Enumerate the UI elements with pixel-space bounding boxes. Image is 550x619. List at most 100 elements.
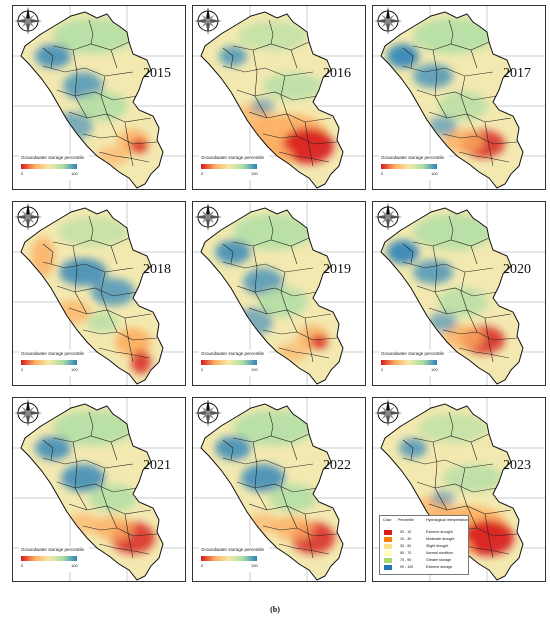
table-row: 50 - 70 Normal condition (380, 551, 468, 557)
legend-max-label: 100 (71, 171, 78, 176)
storage-region (387, 240, 419, 264)
department-border (304, 317, 314, 363)
storage-region (53, 410, 133, 446)
peru-map (373, 6, 545, 189)
department-border (124, 121, 134, 167)
department-border (432, 49, 448, 119)
category-label: Moderate drought (426, 537, 455, 541)
country-outline (20, 403, 164, 581)
department-border (470, 441, 478, 461)
year-label: 2018 (143, 262, 171, 277)
north-arrow-icon (374, 203, 402, 231)
percentile-legend: Groundwater storage percentile 0 100 (19, 154, 89, 180)
storage-region (131, 350, 151, 374)
storage-region (233, 214, 313, 250)
percentile-legend: Groundwater storage percentile 0 100 (19, 350, 89, 376)
country-outline (20, 207, 164, 385)
department-border (88, 411, 94, 437)
category-label: Slight drought (426, 544, 449, 548)
department-border (42, 439, 54, 461)
department-border (402, 439, 414, 461)
storage-region (438, 287, 488, 317)
storage-region (97, 146, 129, 166)
category-range: 70 - 90 (400, 558, 412, 562)
year-label: 2022 (323, 458, 351, 473)
year-label: 2015 (143, 66, 171, 81)
department-border (72, 441, 88, 511)
department-border (72, 245, 88, 315)
storage-region (443, 464, 503, 492)
department-border (110, 245, 118, 265)
percentile-legend: Groundwater storage percentile 0 100 (19, 546, 89, 572)
category-range: 30 - 50 (400, 544, 412, 548)
category-label: Extreme drought (426, 530, 453, 534)
percentile-category-table: Color Percentile Hydrological Interpretati… (379, 515, 469, 575)
department-border (56, 285, 138, 297)
department-border (304, 121, 314, 167)
department-border (484, 121, 494, 167)
storage-region (462, 520, 514, 556)
table-header: Hydrological Interpretation (426, 518, 468, 522)
category-label: Greater storage (426, 558, 452, 562)
department-border (222, 47, 234, 69)
storage-region (413, 260, 453, 284)
country-outline (20, 11, 164, 189)
country-outline (200, 207, 344, 385)
storage-region (310, 335, 328, 349)
peru-map (193, 398, 365, 581)
department-border (56, 89, 138, 101)
storage-region (258, 287, 308, 317)
percentile-legend: Groundwater storage percentile 0 100 (199, 154, 269, 180)
storage-region (67, 513, 99, 533)
legend-color-ramp (21, 164, 77, 169)
storage-region (443, 129, 483, 153)
department-border (252, 49, 268, 119)
storage-region (233, 308, 273, 336)
north-arrow-icon (374, 399, 402, 427)
storage-region (251, 98, 275, 114)
legend-title: Groundwater storage percentile (201, 155, 265, 160)
country-outline (200, 403, 344, 581)
north-arrow-icon (14, 7, 42, 35)
department-border (470, 49, 478, 69)
percentile-legend: Groundwater storage percentile 0 100 (199, 350, 269, 376)
department-border (42, 261, 134, 273)
table-row: 70 - 90 Greater storage (380, 558, 468, 564)
category-swatch (384, 537, 392, 542)
department-border (88, 19, 94, 45)
department-border (88, 215, 94, 241)
department-border (416, 89, 498, 101)
legend-title: Groundwater storage percentile (21, 155, 85, 160)
storage-region (78, 91, 128, 121)
legend-title: Groundwater storage percentile (381, 351, 445, 356)
department-border (416, 285, 498, 297)
peru-map (373, 202, 545, 385)
department-border (42, 65, 134, 77)
storage-region (273, 516, 313, 540)
storage-region (233, 410, 313, 446)
storage-region (89, 484, 137, 512)
legend-min-label: 0 (381, 367, 384, 372)
north-arrow-icon (194, 203, 222, 231)
storage-region (53, 112, 93, 140)
department-border (42, 457, 134, 469)
storage-region (115, 328, 151, 356)
storage-region (58, 217, 128, 247)
department-border (222, 457, 314, 469)
category-range: 00 - 10 (400, 530, 412, 534)
peru-map (13, 398, 185, 581)
groundwater-heat-layer (35, 410, 155, 554)
storage-region (87, 312, 119, 332)
storage-region (59, 258, 107, 286)
storage-region (238, 21, 308, 51)
storage-region (93, 516, 133, 540)
department-border (448, 215, 454, 241)
legend-color-ramp (381, 360, 437, 365)
table-header: Percentile (398, 518, 414, 522)
map-panel-2021: 2021 Groundwater storage percentile 0 100 (12, 397, 186, 582)
department-border (98, 543, 150, 555)
percentile-legend: Groundwater storage percentile 0 100 (199, 546, 269, 572)
department-border (290, 441, 298, 461)
map-panel-2017: 2017 Groundwater storage percentile 0 100 (372, 5, 546, 190)
category-range: 90 - 100 (400, 565, 414, 569)
